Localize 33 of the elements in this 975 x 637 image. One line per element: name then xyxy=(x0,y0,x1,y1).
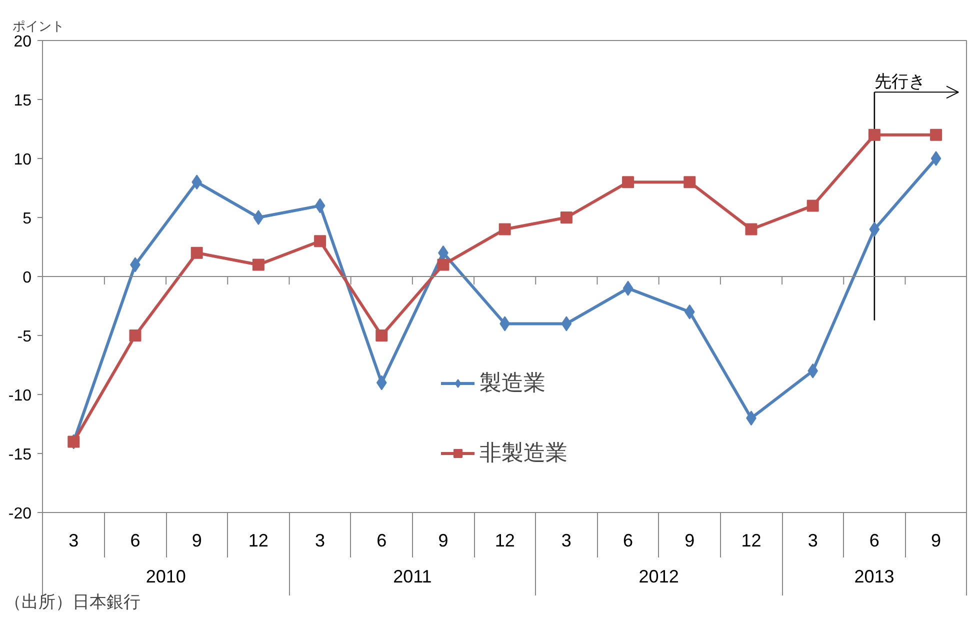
x-tick-label: 3 xyxy=(561,530,572,550)
x-tick-label: 9 xyxy=(438,530,448,550)
y-tick-label: -10 xyxy=(8,388,32,404)
y-tick-label: -5 xyxy=(17,328,32,346)
y-tick-label: 20 xyxy=(14,34,32,50)
legend-label: 非製造業 xyxy=(480,439,568,467)
x-tick-label: 3 xyxy=(68,530,79,550)
text: 2012 xyxy=(638,566,679,586)
y-tick-label: 10 xyxy=(14,152,32,168)
x-tick-label: 3 xyxy=(315,530,326,550)
x-tick-label: 3 xyxy=(808,530,818,550)
x-tick-label: 12 xyxy=(741,530,762,550)
y-tick-label: -15 xyxy=(8,446,32,464)
x-tick-label: 9 xyxy=(931,530,942,550)
x-tick-label: 9 xyxy=(192,530,202,550)
x-tick-label: 9 xyxy=(684,530,695,550)
text: 2010 xyxy=(146,566,186,586)
text: 2011 xyxy=(393,566,432,586)
y-tick-label: 15 xyxy=(14,92,32,110)
y-tick-label: 5 xyxy=(22,210,32,228)
y-tick-label: -20 xyxy=(8,506,32,522)
text: 2013 xyxy=(854,566,894,586)
x-tick-label: 12 xyxy=(494,530,515,550)
text: （出所）日本銀行 xyxy=(4,592,140,612)
x-tick-label: 6 xyxy=(376,530,387,550)
y-axis-title: ポイント xyxy=(12,18,64,34)
x-tick-label: 6 xyxy=(869,530,880,550)
x-tick-label: 12 xyxy=(248,530,268,550)
ref-line-label: 先行き xyxy=(874,72,926,92)
x-tick-label: 6 xyxy=(130,530,140,550)
y-tick-label: 0 xyxy=(22,270,32,286)
legend-label: 製造業 xyxy=(480,369,546,397)
x-tick-label: 6 xyxy=(623,530,634,550)
